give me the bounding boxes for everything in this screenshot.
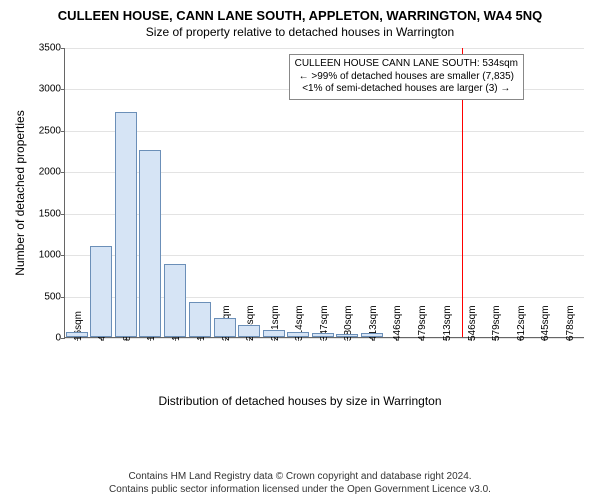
histogram-bar [336,334,358,337]
plot-region: 050010001500200025003000350016sqm49sqm82… [64,48,584,338]
histogram-bar [214,318,236,337]
gridline-h [65,48,584,49]
page-subtitle: Size of property relative to detached ho… [0,23,600,39]
histogram-bar [238,325,260,337]
ytick-label: 1000 [39,250,65,261]
xtick-label: 645sqm [540,305,551,341]
ytick-label: 2000 [39,167,65,178]
histogram-bar [361,333,383,337]
ytick-label: 1500 [39,208,65,219]
histogram-bar [263,330,285,337]
chart-area: 050010001500200025003000350016sqm49sqm82… [0,42,600,412]
histogram-bar [164,264,186,337]
histogram-bar [312,333,334,337]
xtick-label: 612sqm [516,305,527,341]
annotation-line: ← >99% of detached houses are smaller (7… [295,71,518,84]
xtick-label: 446sqm [392,305,403,341]
ytick-label: 3000 [39,84,65,95]
xtick-label: 479sqm [417,305,428,341]
page-title: CULLEEN HOUSE, CANN LANE SOUTH, APPLETON… [0,0,600,23]
x-axis-label: Distribution of detached houses by size … [0,394,600,408]
xtick-label: 546sqm [467,305,478,341]
xtick-label: 579sqm [491,305,502,341]
annotation-line: <1% of semi-detached houses are larger (… [295,83,518,96]
histogram-bar [115,112,137,337]
histogram-bar [90,246,112,337]
y-axis-label: Number of detached properties [13,110,27,275]
gridline-h [65,131,584,132]
footer-line-2: Contains public sector information licen… [0,484,600,497]
annotation-box: CULLEEN HOUSE CANN LANE SOUTH: 534sqm← >… [289,54,524,100]
ytick-label: 2500 [39,125,65,136]
ytick-label: 0 [55,333,65,344]
histogram-bar [189,302,211,337]
histogram-bar [287,332,309,337]
footer: Contains HM Land Registry data © Crown c… [0,471,600,496]
ytick-label: 500 [44,291,65,302]
histogram-bar [66,332,88,337]
footer-line-1: Contains HM Land Registry data © Crown c… [0,471,600,484]
histogram-bar [139,150,161,337]
annotation-line: CULLEEN HOUSE CANN LANE SOUTH: 534sqm [295,58,518,71]
xtick-label: 513sqm [442,305,453,341]
xtick-label: 678sqm [565,305,576,341]
ytick-label: 3500 [39,43,65,54]
